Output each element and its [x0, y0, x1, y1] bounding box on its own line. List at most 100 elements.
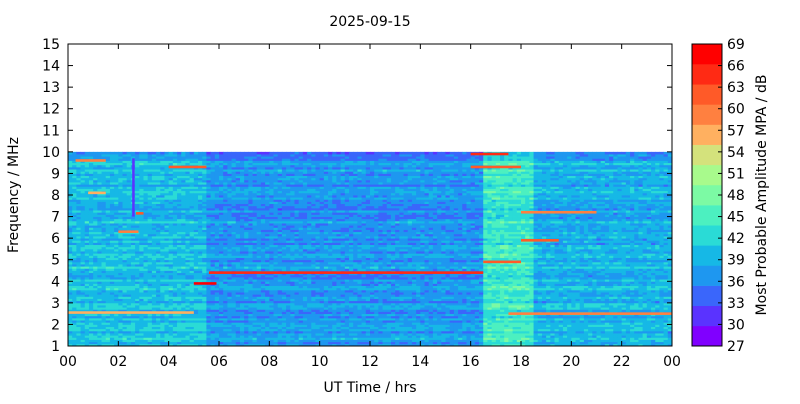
heatmap-cell [286, 175, 291, 179]
heatmap-cell [88, 320, 94, 323]
heatmap-cell [143, 268, 149, 271]
heatmap-cell [239, 238, 245, 241]
heatmap-cell [252, 315, 258, 319]
heatmap-cell [202, 216, 207, 220]
heatmap-cell [185, 177, 191, 181]
heatmap-cell [72, 199, 77, 202]
heatmap-cell [151, 255, 157, 258]
heatmap-cell [265, 197, 270, 200]
heatmap-cell [118, 313, 123, 317]
heatmap-cell [239, 251, 245, 254]
heatmap-cell [164, 197, 170, 200]
heatmap-cell [93, 173, 98, 176]
heatmap-cell [72, 179, 77, 183]
heatmap-cell [122, 151, 128, 155]
heatmap-cell [164, 259, 170, 263]
heatmap-cell [143, 216, 149, 220]
heatmap-cell [177, 307, 182, 310]
heatmap-cell [181, 343, 186, 346]
heatmap-cell [84, 218, 90, 222]
heatmap-cell [219, 320, 224, 323]
heatmap-cell [160, 212, 165, 215]
heatmap-cell [143, 281, 149, 284]
heatmap-cell [130, 268, 136, 271]
heatmap-cell [101, 207, 107, 211]
heatmap-cell [143, 257, 149, 261]
heatmap-cell [97, 216, 102, 220]
heatmap-cell [172, 276, 178, 280]
heatmap-cell [294, 281, 300, 284]
heatmap-cell [189, 151, 195, 155]
heatmap-cell [88, 197, 94, 200]
heatmap-cell [84, 151, 90, 155]
heatmap-cell [185, 270, 191, 274]
heatmap-cell [235, 339, 241, 343]
heatmap-cell [80, 156, 86, 159]
heatmap-cell [164, 305, 170, 308]
heatmap-cell [172, 317, 178, 321]
heatmap-cell [210, 184, 216, 187]
heatmap-cell [277, 255, 283, 258]
heatmap-cell [76, 151, 81, 155]
heatmap-cell [189, 207, 195, 211]
heatmap-cell [88, 175, 94, 179]
heatmap-cell [210, 341, 216, 345]
heatmap-cell [93, 285, 98, 289]
heatmap-cell [281, 235, 287, 239]
heatmap-cell [277, 302, 283, 306]
heatmap-cell [105, 182, 111, 185]
heatmap-cell [219, 164, 224, 168]
heatmap-cell [277, 311, 283, 315]
heatmap-cell [126, 177, 132, 181]
heatmap-cell [231, 253, 237, 256]
heatmap-cell [269, 160, 274, 164]
heatmap-cell [181, 177, 186, 181]
heatmap-cell [256, 175, 262, 179]
heatmap-cell [290, 238, 295, 241]
heatmap-cell [252, 251, 258, 254]
heatmap-cell [156, 203, 161, 207]
heatmap-cell [181, 294, 186, 297]
heatmap-cell [151, 307, 157, 310]
heatmap-cell [210, 231, 216, 235]
heatmap-cell [219, 309, 224, 312]
heatmap-cell [223, 188, 228, 192]
heatmap-cell [290, 173, 295, 176]
heatmap-cell [206, 311, 212, 315]
heatmap-cell [198, 253, 203, 256]
heatmap-cell [76, 201, 81, 205]
heatmap-cell [109, 330, 115, 334]
heatmap-cell [210, 227, 216, 230]
heatmap-cell [189, 248, 195, 252]
heatmap-cell [122, 335, 128, 338]
heatmap-cell [72, 292, 77, 295]
heatmap-cell [172, 158, 178, 161]
heatmap-cell [256, 214, 262, 217]
heatmap-cell [122, 313, 128, 317]
heatmap-cell [168, 205, 174, 209]
heatmap-cell [109, 184, 115, 187]
heatmap-cell [206, 298, 212, 302]
heatmap-cell [130, 302, 136, 306]
heatmap-cell [101, 335, 107, 338]
heatmap-cell [105, 160, 111, 164]
heatmap-cell [269, 173, 274, 176]
heatmap-cell [84, 207, 90, 211]
heatmap-cell [76, 270, 81, 274]
heatmap-cell [210, 216, 216, 220]
heatmap-cell [76, 229, 81, 233]
heatmap-cell [210, 335, 216, 338]
heatmap-cell [239, 311, 245, 315]
heatmap-cell [231, 264, 237, 267]
heatmap-cell [168, 333, 174, 336]
heatmap-cell [143, 197, 149, 200]
heatmap-cell [118, 274, 123, 278]
heatmap-cell [160, 238, 165, 241]
heatmap-cell [227, 337, 232, 340]
heatmap-cell [219, 283, 224, 286]
heatmap-cell [281, 190, 287, 194]
heatmap-cell [114, 210, 119, 213]
heatmap-cell [143, 154, 149, 157]
heatmap-cell [114, 235, 119, 239]
heatmap-cell [139, 320, 144, 323]
